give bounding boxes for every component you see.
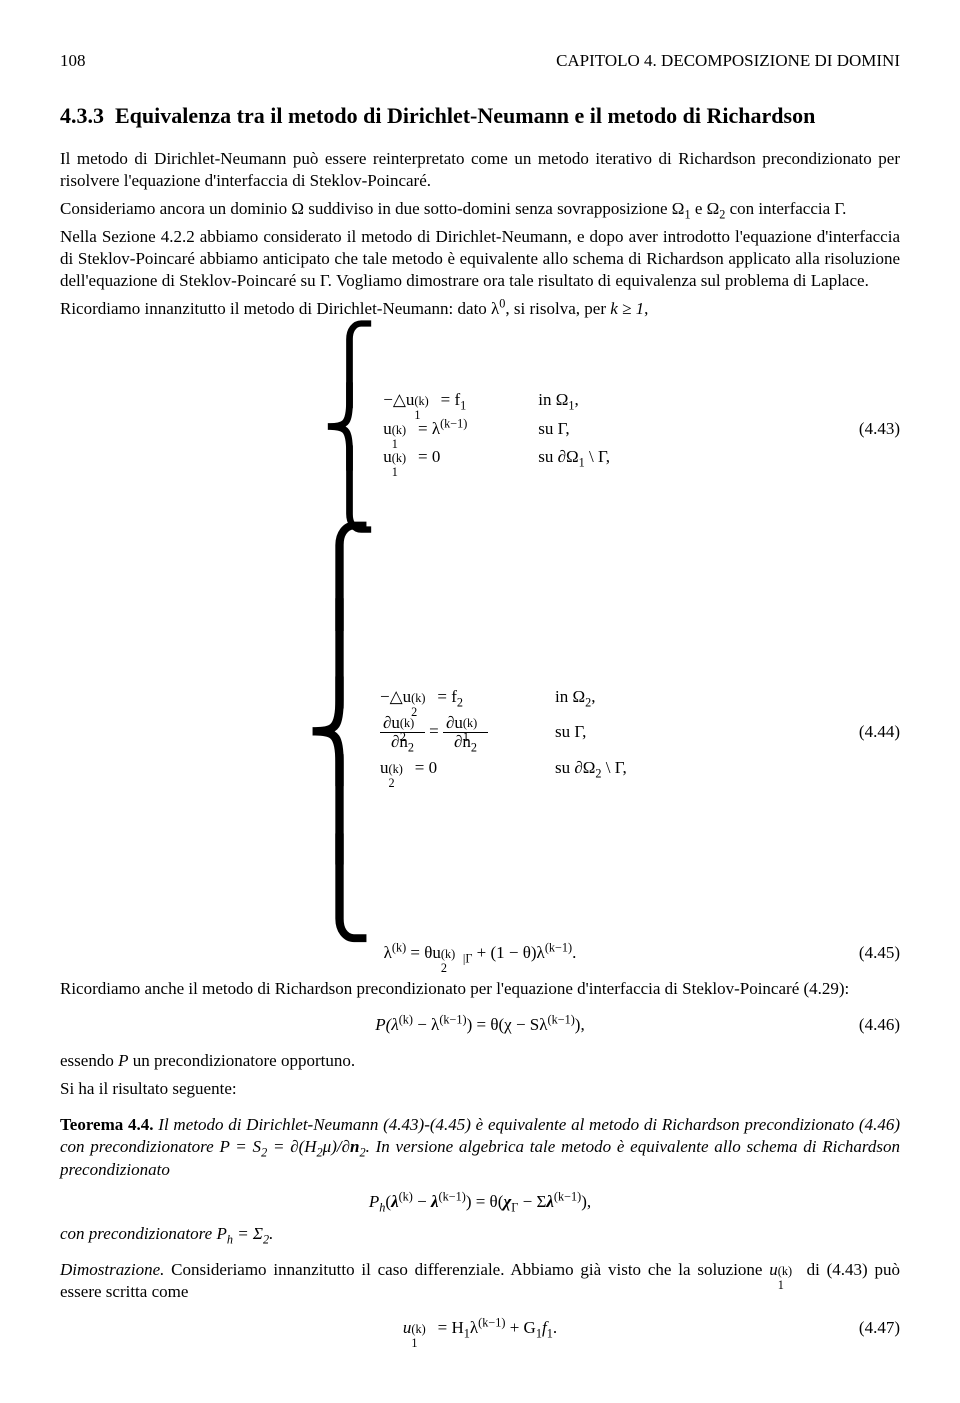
theorem: Teorema 4.4. Il metodo di Dirichlet-Neum…: [60, 1114, 900, 1180]
equation-number: (4.44): [859, 721, 900, 743]
paragraph: Ricordiamo anche il metodo di Richardson…: [60, 978, 900, 1000]
paragraph: Consideriamo ancora un dominio Ω suddivi…: [60, 198, 900, 220]
equation-number: (4.45): [859, 942, 900, 964]
equation-4-43: ⎧⎨⎩ −△u(k)1 = f1 in Ω1, u(k)1 = λ(k−1) s…: [60, 334, 900, 523]
paragraph: Il metodo di Dirichlet-Neumann può esser…: [60, 148, 900, 192]
paragraph: essendo P un precondizionatore opportuno…: [60, 1050, 900, 1072]
chapter-title: CAPITOLO 4. DECOMPOSIZIONE DI DOMINI: [556, 50, 900, 72]
equation-4-46: P(λ(k) − λ(k−1)) = θ(χ − Sλ(k−1)), (4.46…: [60, 1014, 900, 1036]
equation-4-45: λ(k) = θu(k)2|Γ + (1 − θ)λ(k−1). (4.45): [60, 942, 900, 964]
paragraph: Nella Sezione 4.2.2 abbiamo considerato …: [60, 226, 900, 292]
section-heading: 4.3.3 Equivalenza tra il metodo di Diric…: [60, 102, 900, 130]
proof: Dimostrazione. Consideriamo innanzitutto…: [60, 1259, 900, 1303]
equation-number: (4.43): [859, 418, 900, 440]
paragraph: Ricordiamo innanzitutto il metodo di Dir…: [60, 298, 900, 320]
equation-theorem: Ph(λ(k) − λ(k−1)) = θ(χΓ − Σλ(k−1)),: [60, 1191, 900, 1213]
page-number: 108: [60, 50, 86, 72]
paragraph: Si ha il risultato seguente:: [60, 1078, 900, 1100]
equation-4-47: u(k)1 = H1λ(k−1) + G1f1. (4.47): [60, 1317, 900, 1339]
paragraph: con precondizionatore Ph = Σ2.: [60, 1223, 900, 1245]
equation-4-44: ⎧⎪⎨⎪⎩ −△u(k)2 = f2 in Ω2, ∂u(k)2 ∂n2 = ∂…: [60, 537, 900, 928]
equation-number: (4.47): [859, 1317, 900, 1339]
equation-number: (4.46): [859, 1014, 900, 1036]
